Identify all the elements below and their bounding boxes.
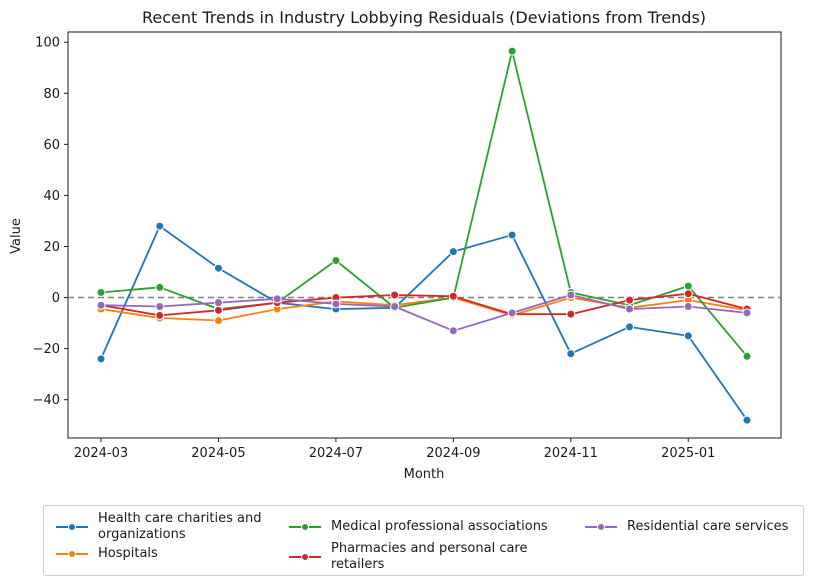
x-tick-label: 2024-11 xyxy=(544,446,598,461)
series-line xyxy=(100,296,748,322)
data-point xyxy=(507,46,517,56)
legend-item-health-care-charities: Health care charities and organizations xyxy=(56,511,276,543)
data-point xyxy=(683,331,693,341)
data-point xyxy=(96,300,106,310)
data-point xyxy=(683,301,693,311)
data-point xyxy=(213,298,223,308)
y-tick-label: −20 xyxy=(33,342,60,357)
y-tick-label: 80 xyxy=(43,87,60,102)
series-line xyxy=(100,50,748,357)
x-tick-label: 2024-05 xyxy=(191,446,245,461)
legend-item-pharmacies: Pharmacies and personal care retailers xyxy=(289,541,549,573)
data-point xyxy=(566,309,576,319)
y-tick-label: 40 xyxy=(43,189,60,204)
data-point xyxy=(272,294,282,304)
legend-marker xyxy=(585,523,617,531)
data-point xyxy=(742,415,752,425)
y-tick-label: 20 xyxy=(43,240,60,255)
data-point xyxy=(683,289,693,299)
series-line xyxy=(100,292,748,317)
data-point xyxy=(448,247,458,257)
series-2 xyxy=(96,46,752,361)
legend-item-hospitals: Hospitals xyxy=(56,546,276,562)
series-lines xyxy=(96,46,752,425)
legend-label: Pharmacies and personal care retailers xyxy=(331,541,528,572)
y-tick-label: 0 xyxy=(52,291,60,306)
data-point xyxy=(742,308,752,318)
x-tick-label: 2025-01 xyxy=(661,446,715,461)
data-point xyxy=(331,299,341,309)
legend-label: Medical professional associations xyxy=(331,519,548,534)
series-line xyxy=(100,225,748,421)
legend-label: Health care charities and organizations xyxy=(98,511,262,542)
axes: 100 80 60 40 20 0 −20 −40 2024-03 2024-05 2024-07 2… xyxy=(33,31,782,461)
data-point xyxy=(331,256,341,266)
line-chart: 100 80 60 40 20 0 −20 −40 2024-03 2024-05 2024-07 2… xyxy=(9,8,782,482)
data-point xyxy=(625,322,635,332)
data-point xyxy=(155,221,165,231)
data-point xyxy=(566,349,576,359)
legend-item-medical-professional-associations: Medical professional associations xyxy=(289,519,579,535)
data-point xyxy=(625,304,635,314)
legend-marker xyxy=(289,553,321,561)
legend-item-residential-care-services: Residential care services xyxy=(585,519,805,535)
legend-marker xyxy=(289,523,321,531)
legend-label: Residential care services xyxy=(627,519,789,534)
data-point xyxy=(96,354,106,364)
legend: Health care charities and organizations … xyxy=(43,505,804,576)
data-point xyxy=(155,310,165,320)
plot-frame xyxy=(67,31,782,439)
data-point xyxy=(448,326,458,336)
y-axis-label: Value xyxy=(9,218,24,254)
x-tick-label: 2024-07 xyxy=(309,446,363,461)
data-point xyxy=(213,316,223,326)
chart-title: Recent Trends in Industry Lobbying Resid… xyxy=(142,8,706,27)
legend-label: Hospitals xyxy=(98,546,158,561)
data-point xyxy=(390,301,400,311)
data-point xyxy=(448,291,458,301)
data-point xyxy=(96,287,106,297)
x-tick-label: 2024-03 xyxy=(74,446,128,461)
data-point xyxy=(390,290,400,300)
y-tick-label: 60 xyxy=(43,138,60,153)
data-point xyxy=(683,281,693,291)
x-axis-label: Month xyxy=(404,467,445,482)
data-point xyxy=(213,305,223,315)
legend-marker xyxy=(56,523,88,531)
y-tick-label: −40 xyxy=(33,393,60,408)
data-point xyxy=(155,301,165,311)
legend-marker xyxy=(56,550,88,558)
series-0 xyxy=(96,221,752,425)
data-point xyxy=(507,230,517,240)
data-point xyxy=(625,295,635,305)
series-3 xyxy=(96,289,752,320)
y-tick-label: 100 xyxy=(35,36,60,51)
data-point xyxy=(566,290,576,300)
x-tick-label: 2024-09 xyxy=(426,446,480,461)
series-line xyxy=(100,294,748,332)
data-point xyxy=(507,308,517,318)
data-point xyxy=(155,282,165,292)
series-4 xyxy=(96,290,752,336)
data-point xyxy=(213,263,223,273)
data-point xyxy=(742,351,752,361)
